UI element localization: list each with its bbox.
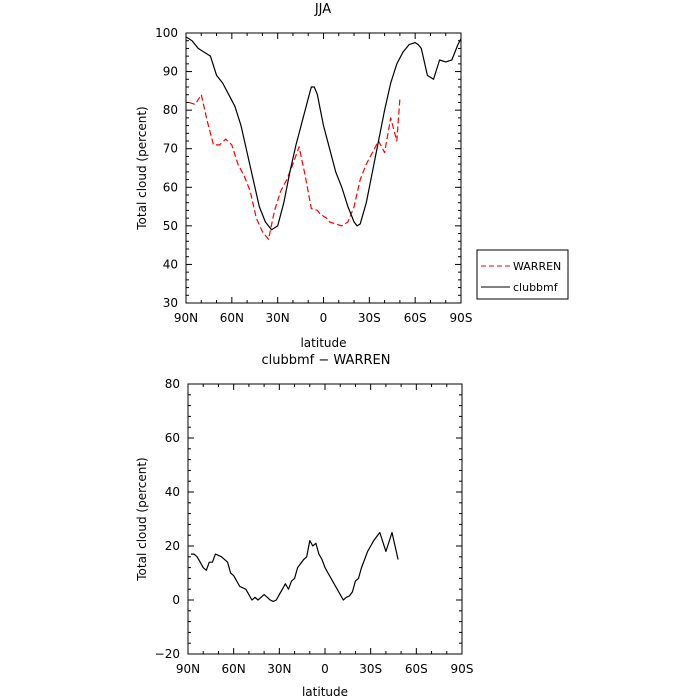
- series-layer: [191, 531, 399, 603]
- plot-frame: [185, 32, 462, 304]
- y-tick-label: 40: [163, 257, 178, 271]
- bottom-panel: clubbmf − WARREN −20 0 20 40 60 80 90N 60N 30N 0…: [135, 353, 473, 699]
- y-tick-label: 90: [163, 65, 178, 79]
- y-tick-label: 40: [165, 485, 180, 499]
- x-tick-label: 90S: [451, 662, 474, 676]
- legend-box: [476, 249, 569, 300]
- y-tick-label: 30: [163, 296, 178, 310]
- y-axis-label: Total cloud (percent): [135, 457, 149, 581]
- x-tick-label: 60S: [405, 662, 428, 676]
- series-layer: [185, 36, 462, 240]
- legend-label-clubbmf: clubbmf: [513, 281, 559, 294]
- y-tick-label: 0: [172, 593, 180, 607]
- y-tick-label: 100: [155, 26, 178, 40]
- x-tick-label: 30S: [359, 662, 382, 676]
- x-axis-label: latitude: [302, 685, 348, 699]
- series-line: [191, 531, 399, 603]
- x-tick-label: 90N: [174, 311, 198, 325]
- legend: WARREN clubbmf: [476, 249, 569, 300]
- x-tick-label: 60N: [220, 311, 244, 325]
- y-tick-label: −20: [155, 647, 180, 661]
- x-tick-label: 90S: [450, 311, 473, 325]
- x-axis-label: latitude: [300, 336, 346, 350]
- x-tick-label: 60N: [222, 662, 246, 676]
- x-tick-label: 60S: [404, 311, 427, 325]
- x-tick-label: 30S: [358, 311, 381, 325]
- panel-title: clubbmf − WARREN: [262, 353, 391, 368]
- x-tick-label: 30N: [267, 662, 291, 676]
- series-line-warren: [188, 94, 401, 240]
- y-tick-label: 60: [165, 431, 180, 445]
- y-axis-label: Total cloud (percent): [135, 106, 149, 230]
- x-tick-label: 90N: [176, 662, 200, 676]
- panel-title: JJA: [314, 2, 331, 17]
- x-tick-labels: 90N 60N 30N 0 30S 60S 90S: [176, 662, 474, 676]
- y-tick-label: 50: [163, 219, 178, 233]
- y-tick-label: 80: [165, 377, 180, 391]
- x-tick-label: 30N: [266, 311, 290, 325]
- y-tick-label: 60: [163, 180, 178, 194]
- x-tick-labels: 90N 60N 30N 0 30S 60S 90S: [174, 311, 473, 325]
- series-line-clubbmf: [185, 36, 462, 231]
- x-tick-label: 0: [321, 662, 329, 676]
- tick-marks: [185, 32, 462, 304]
- y-tick-labels: −20 0 20 40 60 80: [155, 377, 180, 661]
- y-tick-label: 70: [163, 142, 178, 156]
- y-tick-label: 80: [163, 103, 178, 117]
- tick-marks: [187, 383, 463, 655]
- plot-frame: [187, 383, 463, 655]
- x-tick-label: 0: [320, 311, 328, 325]
- y-tick-label: 20: [165, 539, 180, 553]
- y-tick-labels: 30 40 50 60 70 80 90 100: [155, 26, 178, 310]
- legend-label-warren: WARREN: [513, 260, 561, 273]
